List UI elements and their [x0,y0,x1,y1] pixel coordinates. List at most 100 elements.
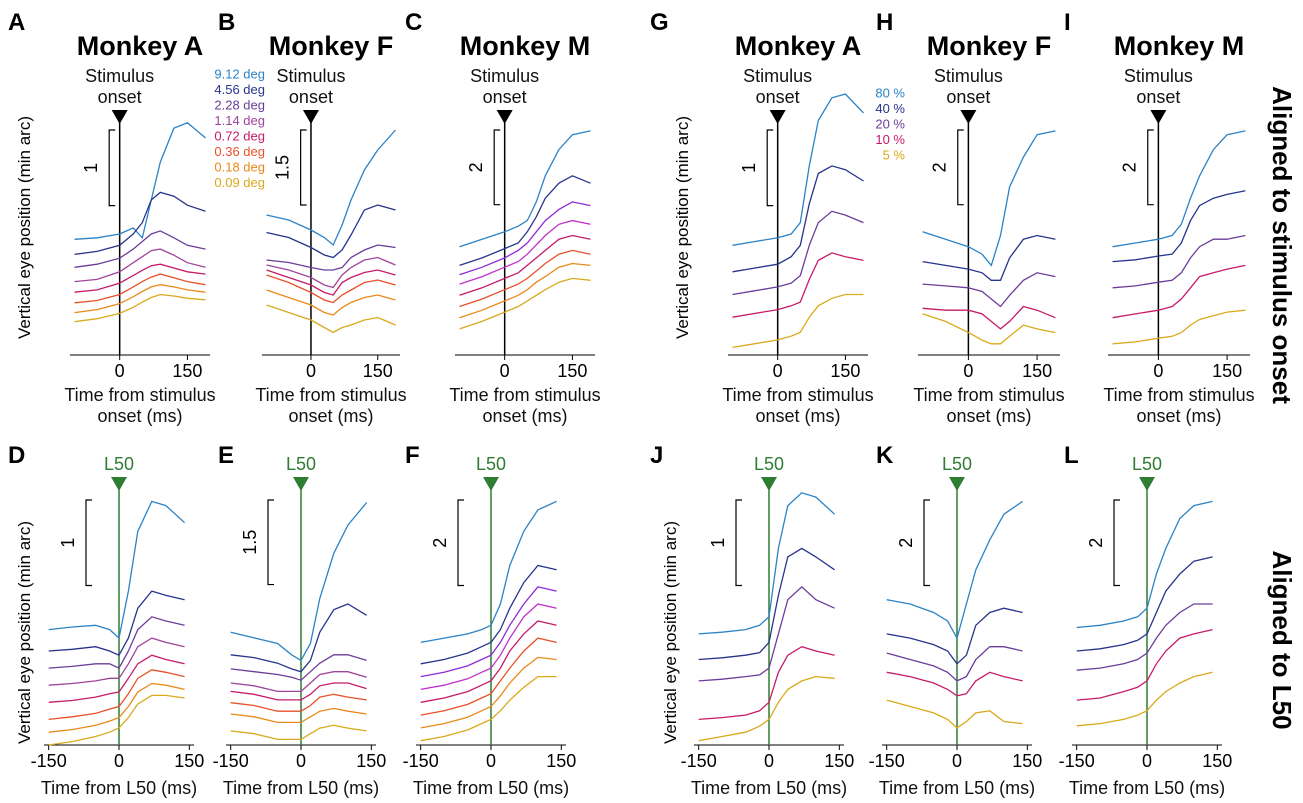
trace [48,682,185,733]
x-tick-label: 0 [296,751,306,771]
y-axis-label: Vertical eye position (min arc) [15,521,34,744]
trace [266,256,396,289]
alignment-label: Stimulus onset [743,66,813,107]
alignment-marker [111,110,128,124]
x-tick-label: 150 [1212,361,1242,381]
scale-bar [923,499,930,587]
scale-bar [108,129,116,207]
trace [732,165,864,273]
trace [1076,603,1213,671]
x-tick-label: 150 [830,361,860,381]
x-axis-label: Time from L50 (ms) [40,778,198,798]
trace [230,693,367,712]
x-tick-label: 150 [1012,751,1042,771]
trace [459,234,591,296]
x-axis-label: Time from L50 (ms) [1068,778,1226,798]
alignment-label: Stimulus onset [1123,66,1193,107]
alignment-marker [496,110,513,124]
trace [74,273,206,304]
scale-bar-label: 1 [81,163,101,173]
x-tick-label: -150 [403,751,439,771]
x-axis-label: Time from L50 (ms) [412,778,570,798]
trace [48,616,185,669]
trace [266,304,396,334]
scale-bar [85,499,92,587]
row-label: Aligned to stimulus onset [1267,86,1297,404]
alignment-label: Stimulus onset [470,66,540,107]
trace [266,244,396,271]
trace [230,603,367,673]
legend-entry: 4.56 deg [214,82,265,97]
trace [266,269,396,296]
trace [922,313,1056,345]
x-axis-label: Time from stimulus onset (ms) [255,385,407,426]
trace [74,248,206,283]
alignment-marker [483,477,499,491]
alignment-label: Stimulus onset [933,66,1003,107]
x-axis-label: Time from stimulus onset (ms) [1103,385,1255,426]
x-axis-label: Time from L50 (ms) [690,778,848,798]
trace [922,305,1056,330]
x-tick-label: 0 [963,361,973,381]
scale-bar [493,129,501,206]
x-tick-label: -150 [31,751,67,771]
panel-title: Monkey M [460,31,591,61]
legend-entry: 9.12 deg [214,66,265,81]
panel-title: Monkey A [77,31,204,61]
trace [1076,671,1213,727]
scale-bar-label: 1 [708,538,728,548]
y-axis-label: Vertical eye position (min arc) [661,521,680,744]
trace [266,289,396,316]
x-axis-label: Time from L50 (ms) [222,778,380,798]
x-tick-label: 0 [952,751,962,771]
trace [266,204,396,259]
scale-bar-label: 2 [896,538,916,548]
x-tick-label: 0 [764,751,774,771]
alignment-marker [302,110,319,124]
trace [886,699,1023,729]
legend-entry: 20 % [875,116,905,131]
x-tick-label: -150 [1059,751,1095,771]
trace [74,284,206,314]
legend-entry: 0.36 deg [214,144,265,159]
legend-entry: 80 % [875,85,905,100]
legend-entry: 0.72 deg [214,128,265,143]
scale-bar-label: 2 [430,538,450,548]
panel-letter: D [8,442,25,469]
scale-bar [1113,499,1120,587]
trace [48,590,185,657]
trace [1076,628,1213,701]
scale-bar [735,499,742,587]
trace [48,637,185,686]
trace [230,502,368,662]
panel-title: Monkey A [735,31,862,61]
trace [1112,130,1246,248]
x-tick-label: 150 [172,361,202,381]
trace [732,210,864,296]
alignment-marker [949,477,965,491]
panel-letter: H [876,9,893,36]
panel-letter: K [876,442,894,469]
trace [886,607,1023,665]
trace [698,492,836,635]
alignment-label: L50 [754,454,784,474]
x-tick-label: 150 [174,751,204,771]
alignment-label: L50 [942,454,972,474]
trace [230,707,367,724]
trace [420,603,557,691]
trace [1112,309,1246,345]
trace [886,646,1023,682]
trace [420,656,557,729]
trace [74,122,206,240]
panel-title: Monkey F [927,31,1052,61]
x-tick-label: 0 [1153,361,1163,381]
trace [459,262,591,319]
trace [698,675,835,742]
alignment-marker [761,477,777,491]
x-tick-label: 150 [824,751,854,771]
panel-letter: I [1064,9,1071,36]
x-tick-label: 150 [1202,751,1232,771]
trace [420,586,557,678]
x-axis-label: Time from stimulus onset (ms) [913,385,1065,426]
